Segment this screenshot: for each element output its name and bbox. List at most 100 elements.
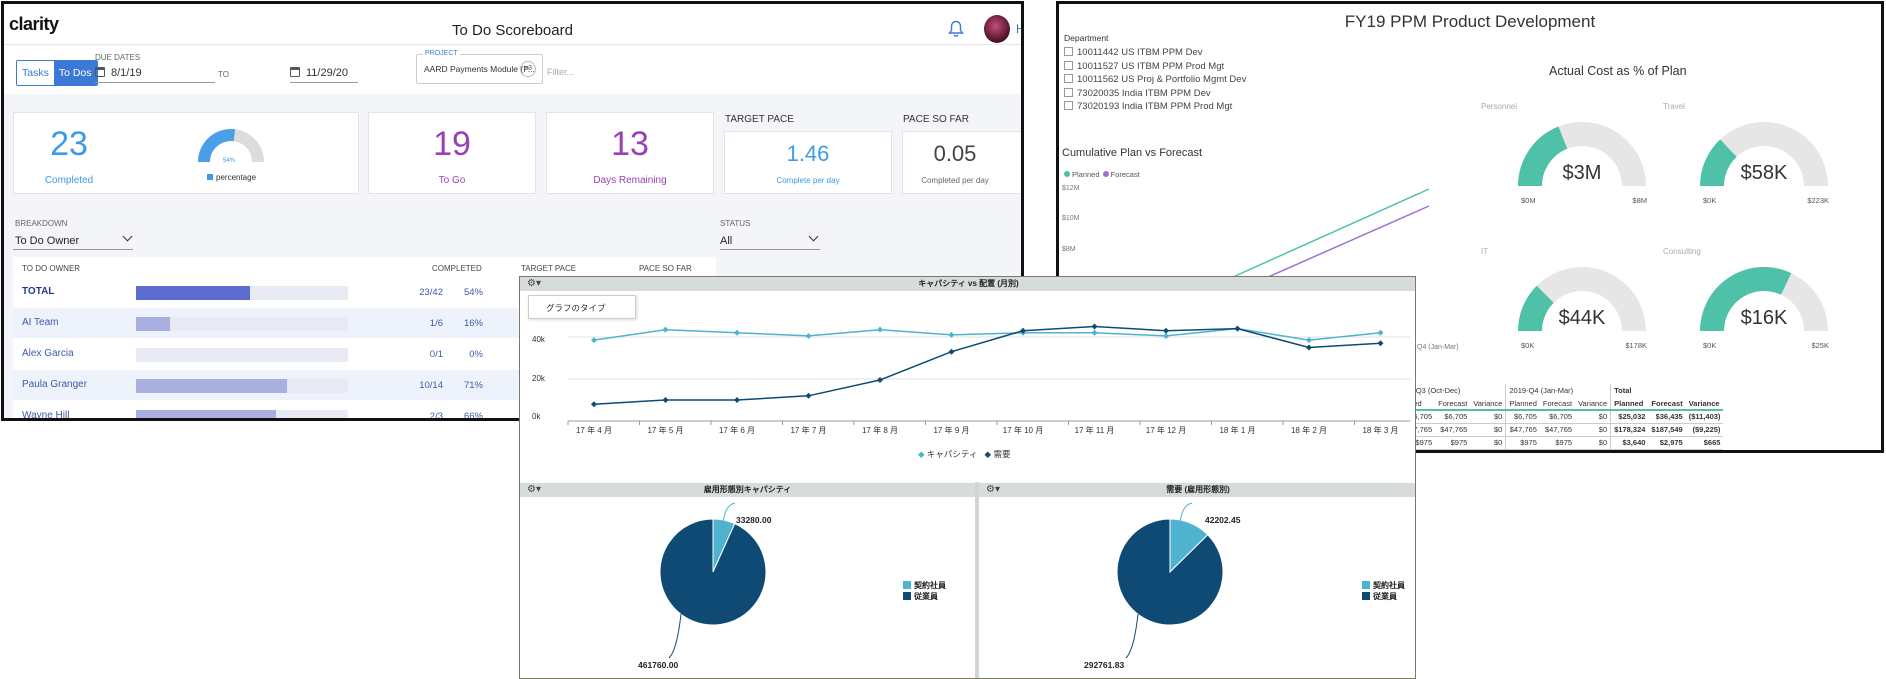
gauge-max: $223K	[1807, 196, 1829, 205]
checkbox-icon[interactable]	[1064, 87, 1073, 97]
capacity-point[interactable]	[805, 332, 812, 339]
department-checkbox[interactable]: 73020035 India ITBM PPM Dev	[1064, 87, 1211, 99]
department-checkbox[interactable]: 73020193 India ITBM PPM Prod Mgt	[1064, 101, 1232, 112]
progress-fill	[136, 410, 276, 418]
checkbox-icon[interactable]	[1064, 101, 1073, 110]
demand-point[interactable]	[1163, 327, 1169, 334]
chevron-down-icon[interactable]	[808, 231, 819, 242]
table-row[interactable]: Alex Garcia 0/1 0%	[13, 339, 716, 369]
gear-icon[interactable]: ⚙▾	[986, 484, 1000, 495]
capacity-point[interactable]	[1377, 329, 1384, 336]
capacity-point[interactable]	[734, 329, 740, 336]
y-tick: 40k	[532, 335, 545, 344]
table-cell: $2,975	[1648, 436, 1686, 450]
pie-slice-employee[interactable]	[1116, 518, 1224, 626]
owner-name[interactable]: Alex Garcia	[22, 348, 74, 359]
demand-point[interactable]	[805, 392, 812, 399]
project-selector[interactable]: PROJECT AARD Payments Module (P... +3	[416, 50, 543, 84]
actual-cost-title: Actual Cost as % of Plan	[1549, 64, 1687, 78]
tab-todos[interactable]: To Dos	[53, 61, 97, 85]
pie2-title: 需要 (雇用形態別)	[1166, 485, 1230, 494]
tab-tasks[interactable]: Tasks	[17, 61, 54, 85]
ppm-report-window: FY19 PPM Product Development Department …	[1056, 1, 1884, 453]
chevron-down-icon[interactable]	[122, 231, 133, 242]
department-checkbox[interactable]: 10011527 US ITBM PPM Prod Mgt	[1064, 60, 1224, 72]
progress-bar	[136, 286, 348, 300]
calendar-icon[interactable]	[290, 67, 300, 77]
table-cell: $975	[1505, 436, 1540, 450]
top-bar: clarity To Do Scoreboard H	[4, 4, 1021, 44]
x-tick-label: 17 年 12 月	[1145, 426, 1187, 435]
col-header: Forecast	[1435, 397, 1471, 411]
pie-slice-employee[interactable]	[659, 518, 767, 626]
department-checkbox[interactable]: 10011442 US ITBM PPM Dev	[1064, 47, 1203, 58]
date-from-underline	[95, 82, 215, 83]
date-from-field[interactable]: 8/1/19	[111, 67, 142, 79]
percentage-label: percentage	[216, 173, 257, 182]
checkbox-icon[interactable]	[1064, 47, 1073, 56]
legend-contract: 契約社員	[1373, 581, 1405, 590]
demand-point[interactable]	[1306, 344, 1312, 351]
capacity-point[interactable]	[591, 337, 597, 344]
date-to-underline	[290, 82, 358, 83]
demand-point[interactable]	[734, 397, 740, 403]
x-tick-label: 18 年 2 月	[1290, 426, 1327, 435]
table-row[interactable]: TOTAL 23/42 54%	[13, 277, 716, 307]
gauge-min: $0M	[1521, 196, 1536, 205]
demand-point[interactable]	[591, 401, 597, 408]
owner-name[interactable]: TOTAL	[22, 286, 55, 297]
table-row[interactable]: Wayne Hill 2/3 66%	[13, 401, 716, 421]
project-more-badge[interactable]: +3	[520, 61, 536, 77]
user-avatar[interactable]	[984, 15, 1010, 43]
capacity-point[interactable]	[877, 326, 883, 333]
user-initial[interactable]: H	[1016, 22, 1024, 36]
gear-icon[interactable]: ⚙▾	[527, 278, 541, 289]
capacity-point[interactable]	[1306, 337, 1312, 344]
breakdown-select[interactable]: To Do Owner	[15, 235, 80, 247]
completed-fraction: 2/3	[429, 411, 443, 421]
to-go-card: 19 To Go	[368, 112, 536, 194]
checkbox-icon[interactable]	[1064, 60, 1073, 70]
chart-type-menu-item[interactable]: グラフのタイプ	[528, 295, 636, 319]
completed-fraction: 0/1	[429, 349, 443, 360]
calendar-icon[interactable]	[95, 67, 105, 77]
col-header: Variance	[1575, 397, 1611, 411]
capacity-line	[593, 327, 1381, 341]
clarity-logo[interactable]: clarity	[9, 14, 59, 34]
demand-point[interactable]	[1020, 327, 1026, 334]
gear-icon[interactable]: ⚙▾	[527, 484, 541, 495]
demand-point[interactable]	[877, 377, 883, 384]
department-checkbox[interactable]: 10011562 US Proj & Portfolio Mgmt Dev	[1064, 74, 1246, 85]
status-select[interactable]: All	[720, 235, 733, 247]
gauge-min: $0K	[1521, 341, 1535, 350]
table-cell: $3,640	[1610, 436, 1649, 450]
due-dates-label: DUE DATES	[95, 53, 141, 62]
owner-name[interactable]: AI Team	[22, 317, 59, 328]
y-tick: $10M	[1062, 215, 1080, 222]
demand-point[interactable]	[662, 397, 669, 403]
capacity-point[interactable]	[662, 326, 669, 333]
bell-icon[interactable]	[948, 20, 964, 38]
date-to-field[interactable]: 11/29/20	[306, 67, 349, 79]
demand-point[interactable]	[1091, 323, 1098, 330]
table-body: $6,705 $6,705 $0 $6,705 $6,705 $0 $25,032 $36,4…	[1402, 410, 1724, 450]
table-cell: $975	[1539, 436, 1576, 450]
table-cell: $47,765	[1505, 423, 1540, 437]
capacity-point[interactable]	[1163, 332, 1169, 339]
gauge-name: IT	[1481, 247, 1489, 256]
table-row: $47,765 $47,765 $0 $47,765 $47,765 $0 $178,324…	[1402, 423, 1724, 437]
x-axis-label: Q4 (Jan-Mar)	[1417, 344, 1459, 351]
checkbox-icon[interactable]	[1064, 74, 1073, 83]
line-legend: ◆ キャパシティ ◆ 需要	[918, 448, 1010, 460]
gauge-max: $25K	[1811, 341, 1829, 350]
demand-point[interactable]	[1377, 340, 1384, 347]
days-remaining-label: Days Remaining	[593, 175, 667, 186]
demand-point[interactable]	[1234, 325, 1241, 332]
owner-name[interactable]: Paula Granger	[22, 379, 88, 390]
capacity-point[interactable]	[1091, 329, 1098, 336]
capacity-point[interactable]	[948, 331, 955, 338]
pie2-legend: 契約社員 従業員	[1362, 580, 1405, 602]
filter-input[interactable]: Filter...	[547, 67, 575, 77]
owner-name[interactable]: Wayne Hill	[22, 410, 70, 421]
demand-point[interactable]	[948, 348, 955, 355]
